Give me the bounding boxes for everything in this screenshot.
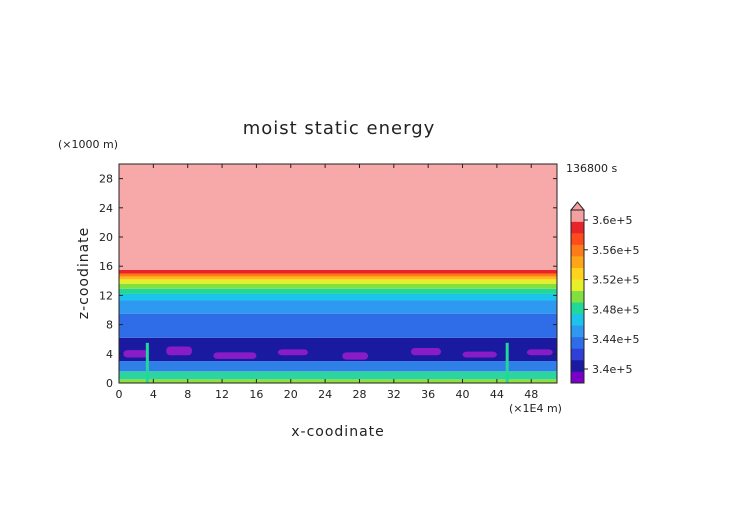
- colorbar-swatch: [571, 221, 584, 234]
- colorbar-swatch: [571, 359, 584, 372]
- x-tick-label: 8: [184, 388, 191, 401]
- field-layer: [119, 371, 557, 380]
- y-axis: 0 4 8 12 16 20 24 28: [99, 173, 557, 390]
- y-tick-label: 8: [106, 319, 113, 332]
- colorbar-swatch: [571, 267, 584, 280]
- convective-plume: [145, 342, 149, 383]
- colorbar-swatch: [571, 371, 584, 384]
- minimum-cell: [213, 352, 257, 359]
- colorbar-tick-label: 3.56e+5: [592, 244, 639, 257]
- minimum-cell: [526, 349, 553, 356]
- colorbar-swatch: [571, 336, 584, 349]
- colorbar-swatch: [571, 348, 584, 361]
- field-plumes: [145, 342, 509, 383]
- minimum-cell: [411, 347, 442, 356]
- colorbar-tick-label: 3.44e+5: [592, 333, 639, 346]
- y-tick-label: 12: [99, 289, 113, 302]
- y-tick-label: 4: [106, 348, 113, 361]
- colorbar-swatch: [571, 279, 584, 292]
- minimum-cell: [277, 349, 308, 356]
- x-axis: 0 4 8 12 16 20 24 28 32 36 40 44 48: [116, 164, 538, 401]
- colorbar-tick-label: 3.52e+5: [592, 274, 639, 287]
- x-tick-label: 20: [284, 388, 298, 401]
- x-tick-label: 36: [421, 388, 435, 401]
- minimum-cell: [462, 351, 497, 358]
- x-tick-label: 28: [352, 388, 366, 401]
- y-tick-label: 16: [99, 260, 113, 273]
- colorbar-tick-label: 3.4e+5: [592, 363, 632, 376]
- x-tick-label: 32: [387, 388, 401, 401]
- y-tick-label: 28: [99, 173, 113, 186]
- minimum-cell: [342, 352, 369, 360]
- plot-frame: [118, 163, 558, 384]
- colorbar-swatch: [571, 325, 584, 338]
- field-layer: [119, 361, 557, 372]
- x-tick-label: 48: [524, 388, 538, 401]
- colorbar-swatch: [571, 210, 584, 222]
- minimum-cell: [123, 350, 150, 358]
- x-tick-label: 4: [150, 388, 157, 401]
- colorbar: 3.6e+5 3.56e+5 3.52e+5 3.48e+5 3.44e+5 3.4e+5: [569, 201, 639, 384]
- colorbar-tick-label: 3.6e+5: [592, 214, 632, 227]
- field-layer: [119, 313, 557, 338]
- field-layer: [119, 379, 557, 383]
- y-tick-label: 0: [106, 377, 113, 390]
- minimum-cell: [166, 346, 192, 356]
- colorbar-swatch: [571, 256, 584, 268]
- colorbar-extend-arrow: [569, 201, 586, 211]
- y-axis-label: z-coodinate: [76, 227, 92, 320]
- colorbar-frame: [570, 209, 585, 384]
- field-layer: [119, 269, 557, 274]
- convective-plume: [505, 342, 509, 383]
- field-layer: [119, 293, 557, 301]
- x-tick-label: 16: [249, 388, 263, 401]
- field-layer: [119, 164, 557, 270]
- y-tick-label: 20: [99, 231, 113, 244]
- y-unit-label: (×1000 m): [58, 138, 118, 151]
- x-tick-label: 0: [116, 388, 123, 401]
- x-axis-label: x-coodinate: [291, 424, 385, 440]
- field-layer: [119, 276, 557, 280]
- field-minima: [123, 346, 553, 360]
- colorbar-tick-label: 3.48e+5: [592, 303, 639, 316]
- x-tick-label: 40: [456, 388, 470, 401]
- colorbar-swatch: [571, 244, 584, 257]
- time-label: 136800 s: [566, 162, 617, 175]
- colorbar-swatch: [571, 233, 584, 245]
- plot-area: [118, 163, 558, 384]
- y-tick-label: 24: [99, 202, 113, 215]
- field-layer: [119, 283, 557, 289]
- colorbar-swatch: [571, 313, 584, 326]
- chart-title: moist static energy: [243, 118, 436, 139]
- x-tick-label: 24: [318, 388, 332, 401]
- colorbar-swatch: [571, 302, 584, 315]
- x-tick-label: 12: [215, 388, 229, 401]
- colorbar-swatch: [571, 290, 584, 303]
- field-layer: [119, 300, 557, 314]
- field-layer: [119, 288, 557, 294]
- x-unit-label: (×1E4 m): [509, 402, 562, 415]
- field-layer: [119, 279, 557, 284]
- x-tick-label: 44: [490, 388, 504, 401]
- field-layer: [119, 273, 557, 277]
